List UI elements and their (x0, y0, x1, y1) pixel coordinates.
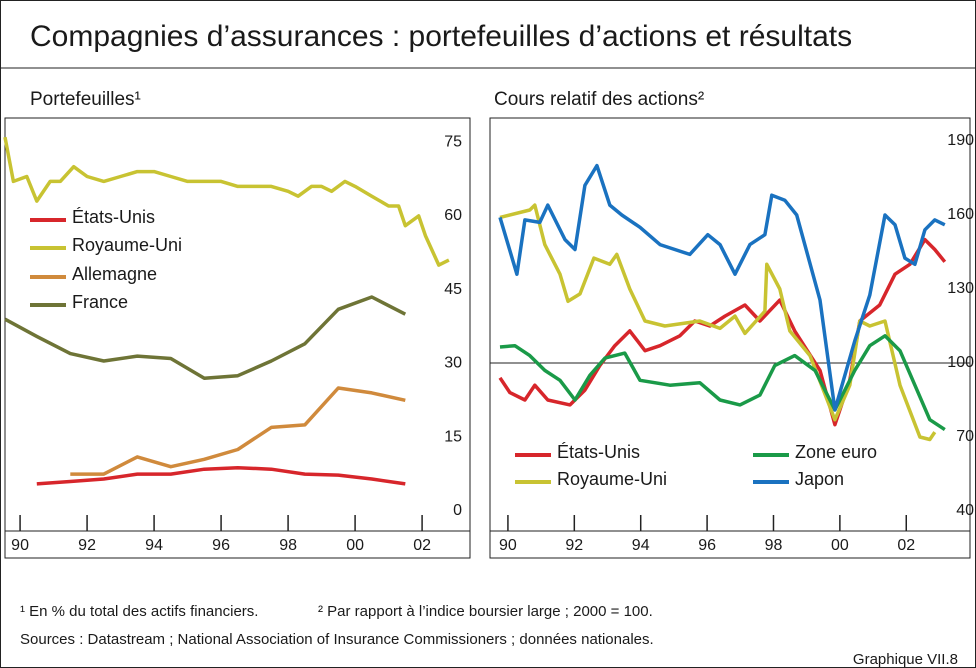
x-tick-label: 90 (11, 537, 29, 554)
x-tick-label: 00 (346, 537, 364, 554)
y-tick-label: 160 (947, 206, 974, 223)
panel-title: Portefeuilles¹ (30, 89, 141, 110)
legend-label: Royaume-Uni (557, 469, 667, 489)
y-tick-label: 70 (956, 428, 974, 445)
legend-label: Royaume-Uni (72, 235, 182, 255)
title: Compagnies d’assurances : portefeuilles … (30, 20, 852, 53)
legend-label: États-Unis (557, 442, 640, 462)
legend-label: Allemagne (72, 264, 157, 284)
x-tick-label: 90 (499, 537, 517, 554)
x-tick-label: 96 (698, 537, 716, 554)
x-tick-label: 92 (565, 537, 583, 554)
series-line (499, 203, 937, 442)
y-tick-label: 130 (947, 280, 974, 297)
y-tick-label: 60 (444, 207, 462, 224)
x-tick-label: 94 (145, 537, 163, 554)
series-line (499, 334, 946, 432)
y-tick-label: 15 (444, 428, 462, 445)
y-tick-label: 190 (947, 132, 974, 149)
series-line (70, 386, 406, 476)
panel-title: Cours relatif des actions² (494, 89, 704, 110)
legend-label: États-Unis (72, 207, 155, 227)
x-tick-label: 02 (413, 537, 431, 554)
series-line (498, 163, 946, 412)
legend-label: Zone euro (795, 442, 877, 462)
x-tick-label: 98 (279, 537, 297, 554)
legend-label: France (72, 292, 128, 312)
plot-box (489, 117, 971, 559)
figure-label: Graphique VII.8 (853, 651, 958, 668)
y-tick-label: 75 (444, 133, 462, 150)
x-tick-label: 00 (831, 537, 849, 554)
y-tick-label: 45 (444, 281, 462, 298)
footnote: ¹ En % du total des actifs financiers. (20, 603, 258, 620)
series-line (4, 295, 407, 380)
x-tick-label: 92 (78, 537, 96, 554)
series-line (498, 237, 947, 427)
series-line (36, 465, 406, 486)
footnote: ² Par rapport à l’indice boursier large … (318, 603, 653, 620)
y-tick-label: 0 (453, 502, 462, 519)
x-tick-label: 98 (765, 537, 783, 554)
plot-box (4, 117, 471, 559)
x-tick-label: 02 (897, 537, 915, 554)
y-tick-label: 30 (444, 355, 462, 372)
x-tick-label: 96 (212, 537, 230, 554)
legend-label: Japon (795, 469, 844, 489)
series-line (3, 136, 450, 267)
x-tick-label: 94 (632, 537, 650, 554)
sources: Sources : Datastream ; National Associat… (20, 631, 654, 648)
y-tick-label: 40 (956, 502, 974, 519)
